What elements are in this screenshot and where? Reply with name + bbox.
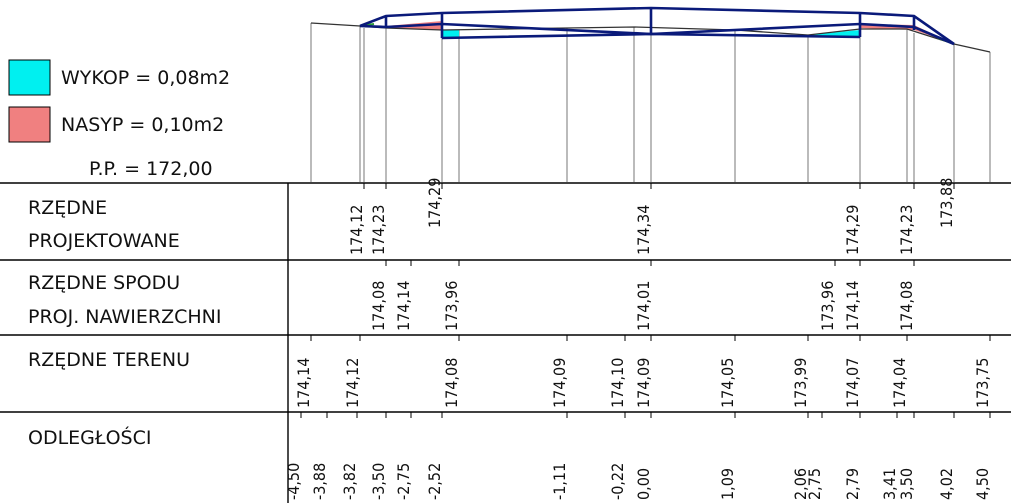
terrain-value: 174,14: [294, 358, 313, 408]
subgrade-values: 174,08 174,14 173,96 174,01 173,96 174,14 174,…: [369, 260, 916, 331]
distances-value: 4,50: [973, 468, 992, 500]
distances-value: -4,50: [284, 463, 303, 500]
terrain-value: 174,08: [442, 358, 461, 408]
profile-ordinates: [310, 23, 991, 182]
row-projected-label-1: RZĘDNE: [28, 197, 107, 219]
distances-value: 3,41: [880, 468, 899, 500]
subgrade-value: 174,01: [634, 281, 653, 331]
distances-value: 2,06: [791, 468, 810, 500]
fill-swatch: [8, 106, 51, 143]
subgrade-value: 173,96: [818, 281, 837, 331]
cut-swatch: [8, 59, 51, 96]
projected-value: 174,23: [369, 205, 388, 255]
terrain-values: 174,14 174,12 174,08 174,09 174,10 174,09 174,…: [294, 335, 992, 408]
distances-value: 1,09: [718, 468, 737, 500]
distance-values: -4,50 -3,88 -3,82 -3,50 -2,75 -2,52 -1,11 -0,22…: [284, 412, 992, 500]
fill-area-right: [860, 24, 954, 44]
projected-value: 173,88: [937, 178, 956, 228]
distances-value: -2,52: [425, 463, 444, 500]
subgrade-value: 174,08: [897, 281, 916, 331]
terrain-value: 174,04: [890, 358, 909, 408]
distances-value: -3,82: [340, 463, 359, 500]
projected-value: 174,12: [347, 205, 366, 255]
terrain-value: 174,05: [718, 358, 737, 408]
terrain-value: 173,99: [791, 358, 810, 408]
distances-value: 2,75: [805, 468, 824, 500]
terrain-value: 174,09: [634, 358, 653, 408]
distances-value: -2,75: [394, 463, 413, 500]
row-terrain-label: RZĘDNE TERENU: [28, 349, 190, 371]
road-outline: [359, 6, 955, 46]
terrain-value: 173,75: [973, 358, 992, 408]
row-subgrade-label-1: RZĘDNE SPODU: [28, 272, 180, 294]
distances-value: -1,11: [550, 463, 569, 500]
subgrade-value: 174,14: [843, 281, 862, 331]
projected-value: 174,34: [634, 205, 653, 255]
terrain-value: 174,12: [343, 358, 362, 408]
subgrade-value: 174,08: [369, 281, 388, 331]
distances-value: -0,22: [608, 463, 627, 500]
datum-label: P.P. = 172,00: [89, 158, 213, 180]
distances-value: 2,79: [843, 468, 862, 500]
subgrade-value: 173,96: [442, 281, 461, 331]
row-projected-label-2: PROJEKTOWANE: [28, 230, 180, 252]
distances-value: -3,88: [310, 463, 329, 500]
cut-area-left: [442, 30, 459, 38]
distances-value: -3,50: [369, 463, 388, 500]
projected-value: 174,23: [897, 205, 916, 255]
distances-value: 3,50: [897, 468, 916, 500]
terrain-value: 174,07: [843, 358, 862, 408]
table-grid: [0, 182, 1011, 503]
distances-value: 4,02: [937, 468, 956, 500]
projected-value: 174,29: [425, 178, 444, 228]
fill-legend-label: NASYP = 0,10m2: [61, 114, 224, 136]
subgrade-value: 174,14: [394, 281, 413, 331]
cut-legend-label: WYKOP = 0,08m2: [61, 67, 230, 89]
row-distance-label: ODLEGŁOŚCI: [28, 425, 151, 449]
terrain-value: 174,09: [550, 358, 569, 408]
distances-value: 0,00: [634, 468, 653, 500]
row-subgrade-label-2: PROJ. NAWIERZCHNI: [28, 306, 221, 328]
projected-value: 174,29: [843, 205, 862, 255]
terrain-value: 174,10: [608, 358, 627, 408]
